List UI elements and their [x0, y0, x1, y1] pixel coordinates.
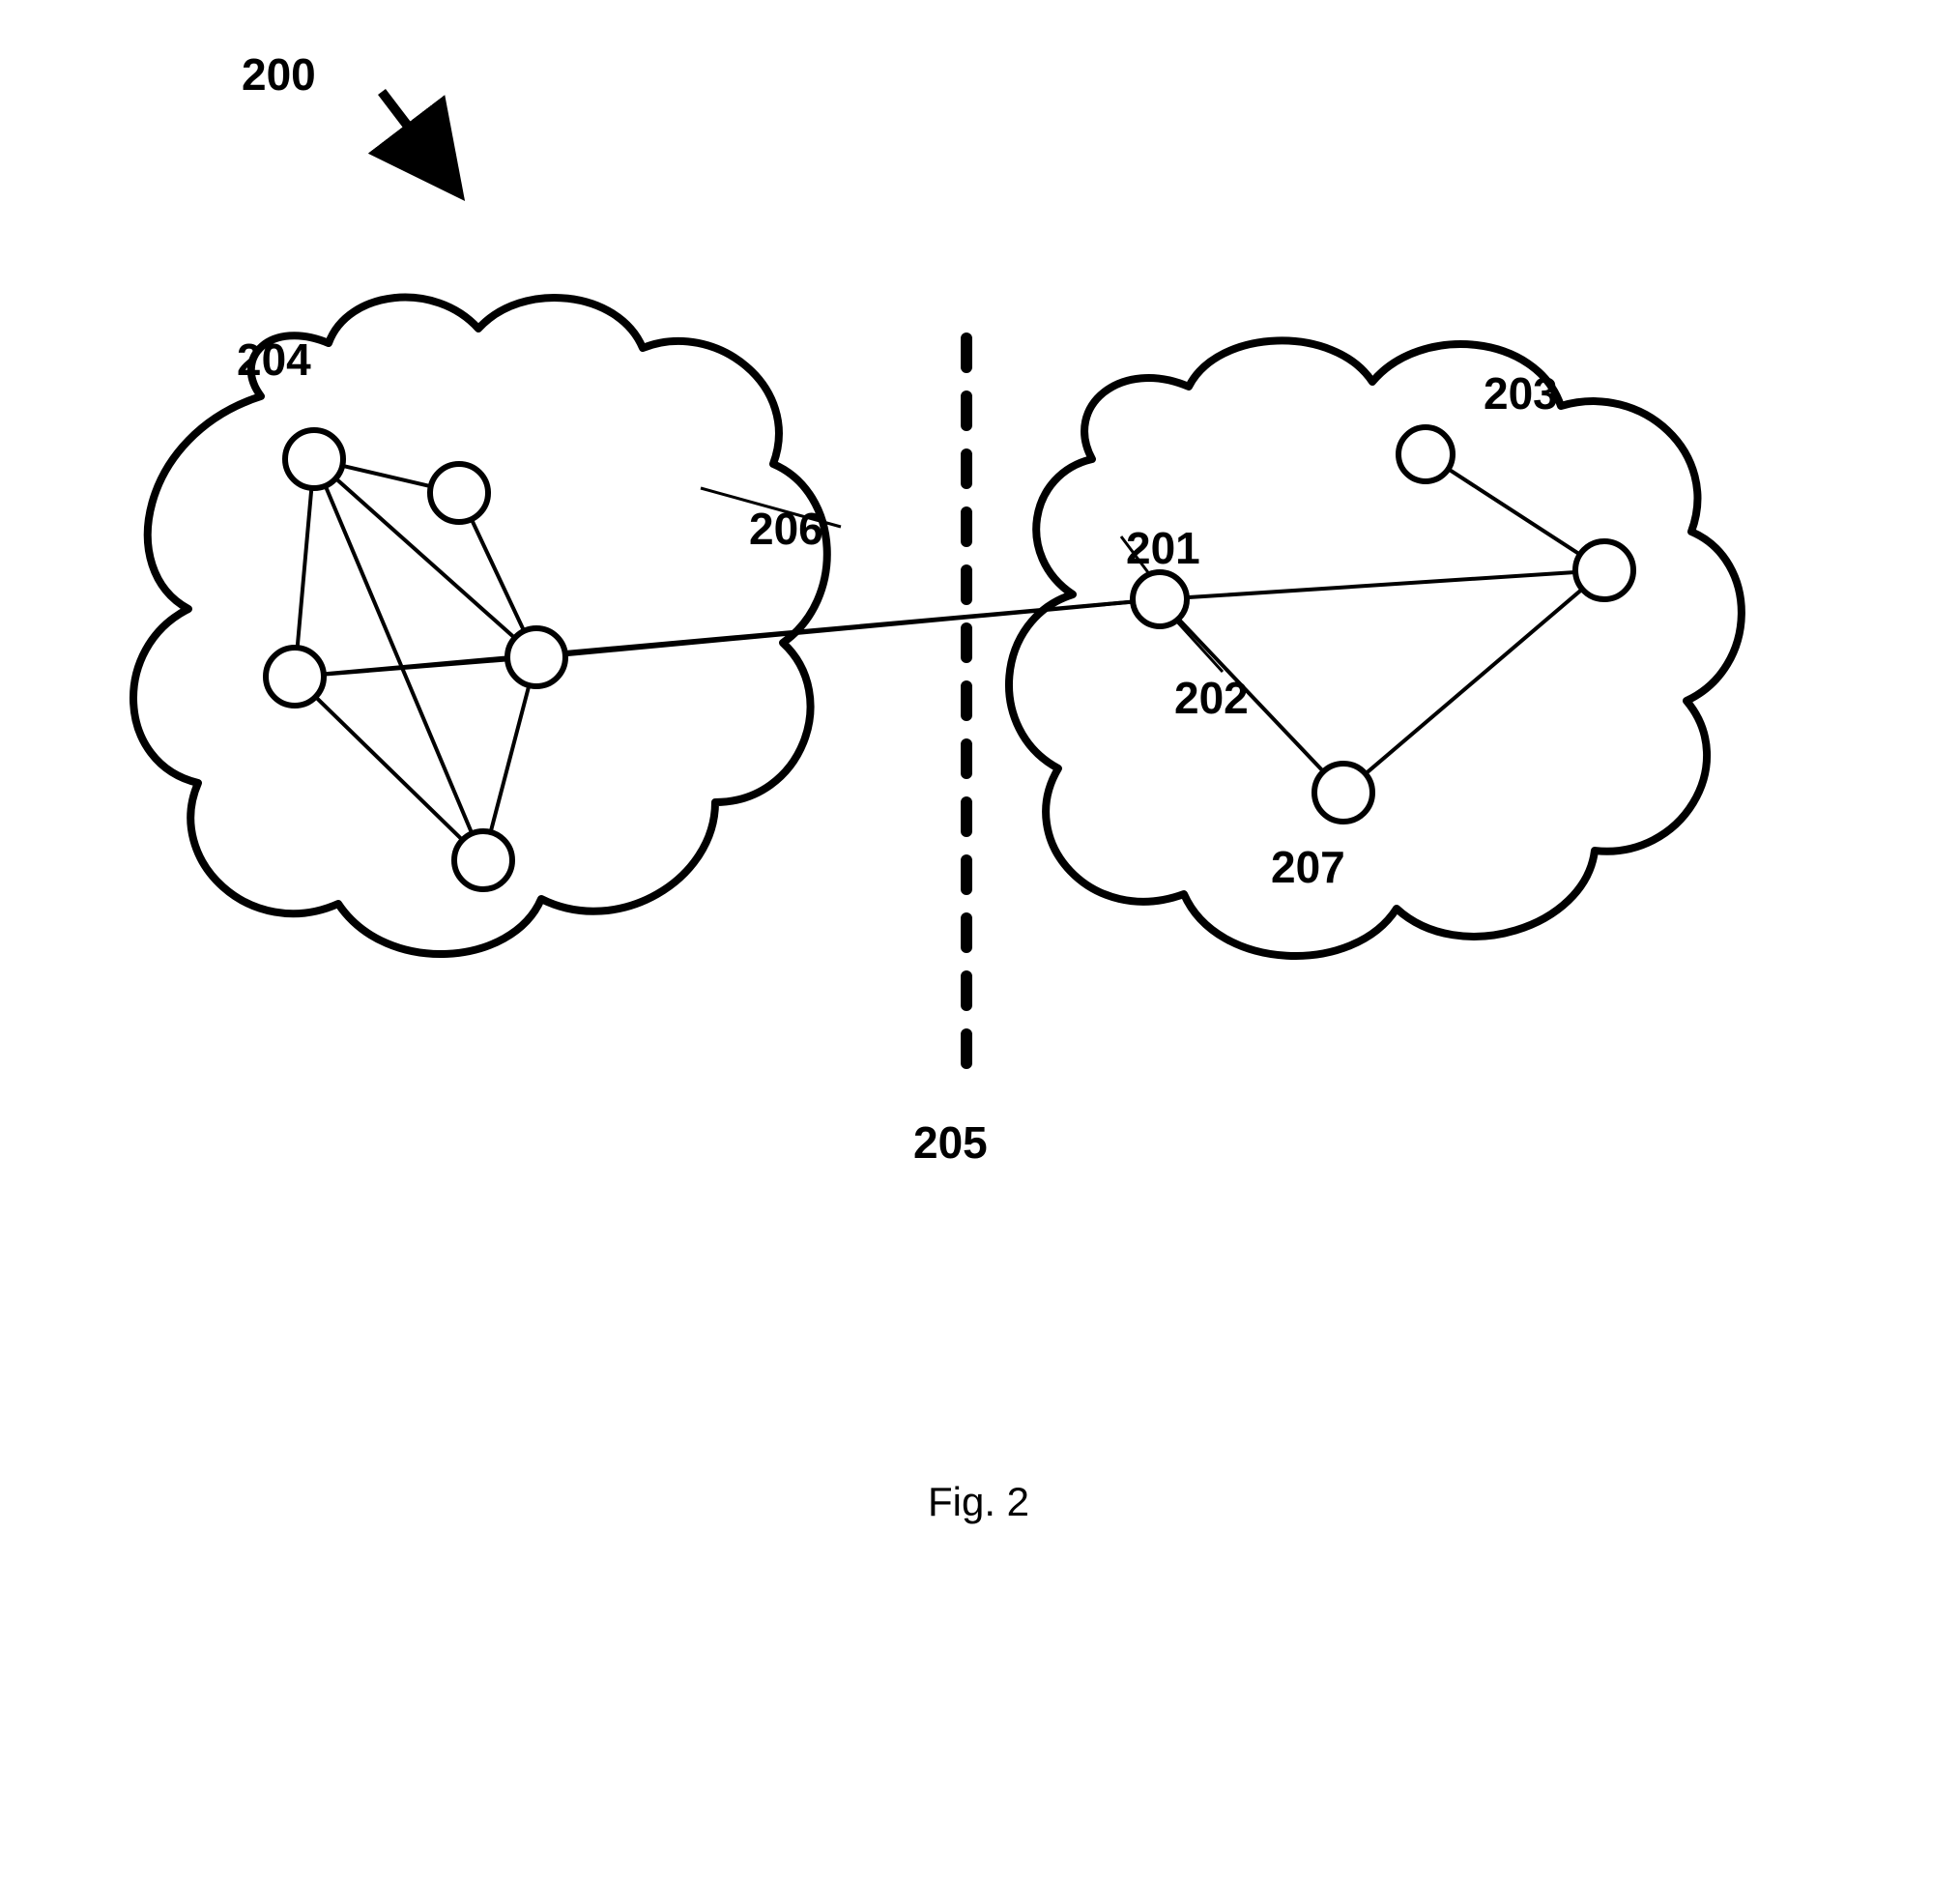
- node-L1: [285, 430, 343, 488]
- label-204: 204: [237, 333, 311, 386]
- label-200: 200: [242, 48, 316, 101]
- label-207: 207: [1271, 841, 1345, 893]
- node-R1: [1133, 572, 1187, 626]
- arrow-200: [382, 92, 459, 193]
- node-L4: [507, 628, 565, 686]
- figure-caption: Fig. 2: [928, 1479, 1029, 1525]
- node-L5: [454, 831, 512, 889]
- edge: [315, 697, 462, 840]
- node-R3: [1575, 541, 1633, 599]
- label-203: 203: [1484, 367, 1558, 419]
- edge: [298, 488, 312, 648]
- node-R2: [1398, 427, 1453, 481]
- edge: [1187, 572, 1575, 597]
- cloud-right: [1009, 340, 1742, 956]
- leader-line: [1174, 619, 1223, 672]
- edge: [1366, 589, 1582, 773]
- label-205: 205: [913, 1116, 988, 1169]
- node-R4: [1314, 764, 1372, 822]
- label-202: 202: [1174, 672, 1249, 724]
- diagram-canvas: 200 204 203 206 201 202 207 205 Fig. 2: [0, 0, 1960, 1880]
- diagram-svg: [0, 0, 1960, 1880]
- label-201: 201: [1126, 522, 1200, 574]
- node-L3: [266, 648, 324, 706]
- edge: [472, 519, 524, 631]
- edge: [342, 466, 431, 486]
- edge: [1448, 469, 1579, 554]
- edge: [326, 486, 473, 834]
- edge: [491, 685, 530, 832]
- label-206: 206: [749, 503, 823, 555]
- node-L2: [430, 464, 488, 522]
